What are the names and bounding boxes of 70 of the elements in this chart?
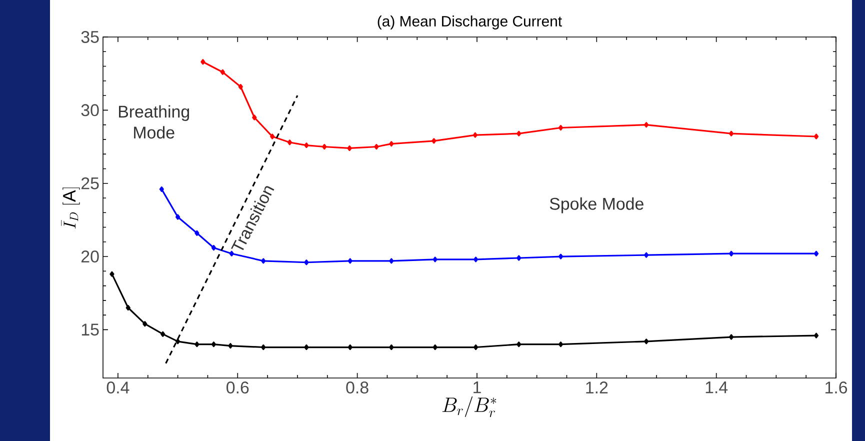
point [176,214,180,220]
point [252,114,257,120]
point [220,69,225,75]
point [238,84,243,90]
point [322,144,327,150]
point [261,258,266,264]
point [211,244,216,251]
point [261,344,266,350]
point [516,255,522,261]
point [516,342,522,348]
point [814,250,819,256]
point [287,140,292,146]
point [304,260,309,266]
point [728,130,734,136]
point [472,132,478,138]
point [728,250,734,256]
point [558,254,564,260]
point [159,186,164,192]
x-tick-label: 1.4 [706,382,728,394]
point [211,342,216,348]
point [814,134,819,140]
y-tick-label: 30 [81,104,99,116]
point [348,344,352,350]
y-axis-title: $\bar{I}_D\ [\mathrm{A}]$ [61,188,80,229]
point [126,304,130,311]
point [304,142,309,148]
point [432,344,438,350]
point [142,321,148,327]
point [389,141,394,147]
x-tick-label: 0.8 [346,382,368,394]
annotation: Breathing Mode [119,105,190,139]
point [644,252,649,258]
point [110,271,114,277]
point [814,332,819,338]
x-tick-label: 0.6 [226,382,249,394]
point [374,144,379,150]
point [644,338,649,344]
point [516,130,522,136]
point [473,344,478,350]
y-tick-label: 25 [82,177,99,190]
x-tick-label: 1 [474,382,481,394]
point [389,258,394,264]
point [347,145,352,152]
point [270,134,275,140]
chart-title: (a) Mean Discharge Current [378,16,562,30]
x-tick-label: 1.6 [826,382,848,394]
point [389,344,394,350]
annotation: Spoke Mode [550,197,644,214]
point [304,344,309,350]
x-tick-label: 1.2 [586,382,608,394]
y-tick-label: 15 [82,324,99,336]
point [432,256,438,262]
point [432,138,436,144]
x-axis-title: $B_r/B_r^*$ [442,396,496,418]
point [160,331,166,337]
point [229,250,234,256]
point [194,230,200,236]
point [473,256,478,262]
y-tick-label: 35 [81,30,99,43]
point [644,122,649,128]
point [176,338,180,344]
point [728,334,734,340]
x-tick-label: 0.4 [106,382,130,394]
point [558,124,564,131]
point [348,258,352,264]
y-tick-label: 20 [82,250,99,263]
point [194,342,200,348]
point [228,343,233,349]
point [200,59,206,65]
point [558,342,564,348]
